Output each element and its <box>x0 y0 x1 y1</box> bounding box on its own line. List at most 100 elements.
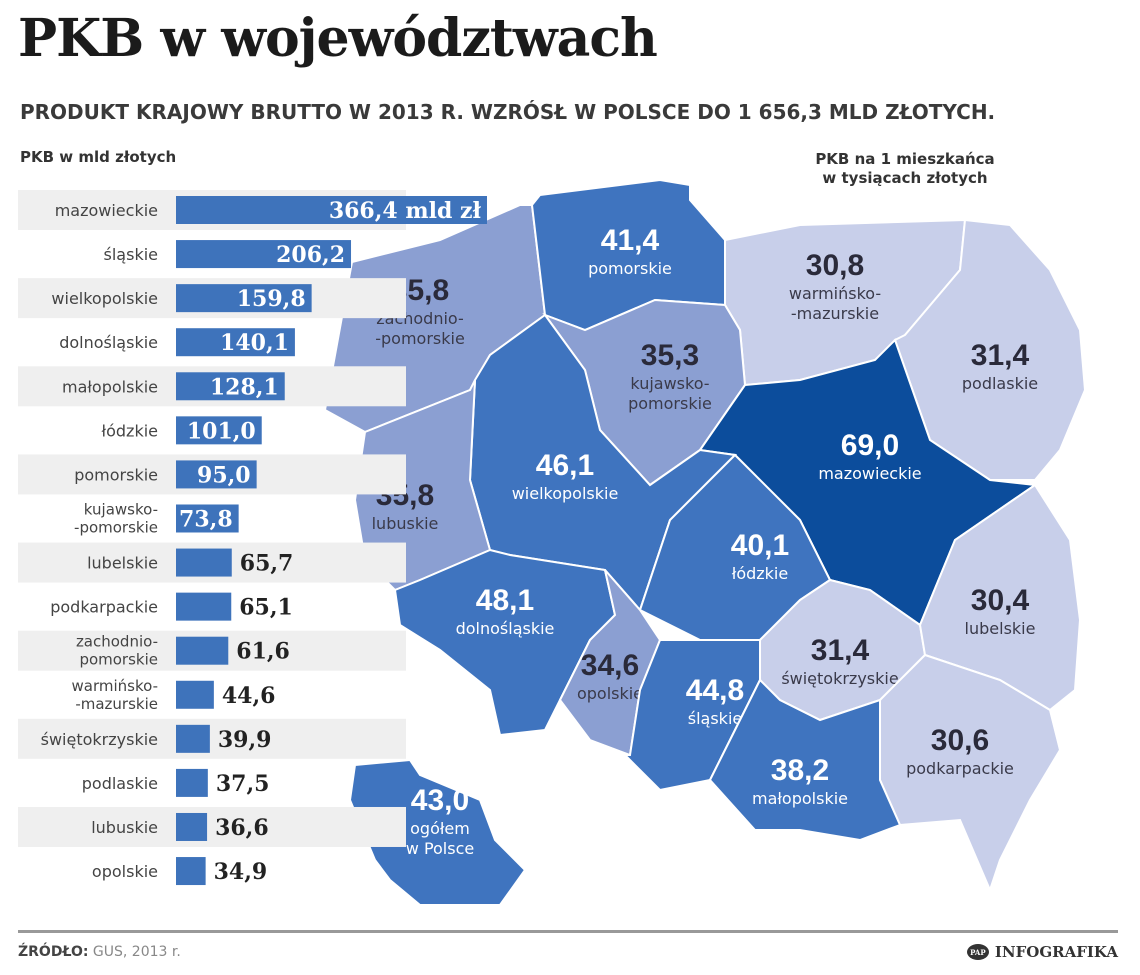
region-value: 43,0 <box>411 784 469 817</box>
bar-row-background <box>18 806 406 847</box>
map-region-16 <box>348 758 527 906</box>
bar-value-label-line: 39,9 <box>218 727 272 753</box>
source-label: ŹRÓDŁO: <box>18 944 89 960</box>
bar-value-label-line: 65,1 <box>239 595 293 621</box>
pap-logo-icon: PAP <box>966 944 989 960</box>
page-title: PKB w województwach <box>18 8 658 69</box>
bar-category-label-line: -mazurskie <box>75 695 158 713</box>
bar <box>176 812 208 841</box>
map-region-10 <box>558 569 662 757</box>
region-name-line: śląskie <box>688 709 742 728</box>
bar-value-label-line: 159,8 <box>237 286 306 312</box>
bar-category-label: dolnośląskie <box>59 333 158 352</box>
region-name: podlaskie <box>962 374 1038 393</box>
map-title: PKB na 1 mieszkańca w tysiącach złotych <box>815 150 995 187</box>
bar-category-label-line: lubelskie <box>87 554 158 573</box>
bar-category-label: warmińsko--mazurskie <box>72 677 158 713</box>
footer-divider <box>18 930 1118 933</box>
region-name-line: ogółem <box>410 819 470 838</box>
region-value-line: 40,1 <box>731 529 789 562</box>
region-name-line: kujawsko- <box>630 374 709 393</box>
bar-value-label: 36,6 <box>215 815 269 841</box>
bar-value-label: 65,1 <box>239 595 293 621</box>
bar <box>176 240 352 269</box>
region-value: 30,6 <box>931 724 989 757</box>
bar-value-label-line: 128,1 <box>210 374 279 400</box>
region-name: śląskie <box>688 709 742 728</box>
region-name-line: warmińsko- <box>789 284 881 303</box>
region-name: dolnośląskie <box>456 619 555 638</box>
bar-category-label-line: kujawsko- <box>84 500 158 518</box>
region-value-line: 31,4 <box>811 634 870 667</box>
region-value: 30,4 <box>971 584 1030 617</box>
region-name-line: łódzkie <box>732 564 788 583</box>
region-name-line: pomorskie <box>628 394 712 413</box>
bar-value-label: 95,0 <box>197 462 251 488</box>
region-value: 35,3 <box>641 339 699 372</box>
bar-row-background <box>18 718 406 759</box>
bar-category-label: świętokrzyskie <box>41 730 158 749</box>
region-name-line: lubuskie <box>372 514 439 533</box>
region-value: 38,2 <box>771 754 829 787</box>
region-value-line: 35,3 <box>641 339 699 372</box>
bar-category-label: zachodnio-pomorskie <box>76 633 158 669</box>
bar-category-label: lubuskie <box>91 818 158 837</box>
bar-value-label-line: 95,0 <box>197 462 251 488</box>
region-name-line: -mazurskie <box>791 304 879 323</box>
bar-category-label-line: wielkopolskie <box>51 289 158 308</box>
region-name-line: wielkopolskie <box>512 484 619 503</box>
region-value: 31,4 <box>971 339 1030 372</box>
bar <box>176 460 257 489</box>
region-name: wielkopolskie <box>512 484 619 503</box>
region-value-line: 43,0 <box>411 784 469 817</box>
bar-value-label: 37,5 <box>216 771 270 797</box>
bar-category-label: śląskie <box>104 245 158 264</box>
brand: PAP INFOGRAFIKA <box>966 943 1118 961</box>
bar-value-label: 159,8 <box>237 286 306 312</box>
bar-value-label: 101,0 <box>187 418 256 444</box>
bar-category-label-line: pomorskie <box>79 651 158 669</box>
bar <box>176 196 487 224</box>
bar-value-label-line: 34,9 <box>214 859 268 885</box>
bar-value-label: 73,8 <box>179 506 233 532</box>
region-name: lubuskie <box>372 514 439 533</box>
bar-category-label-line: mazowieckie <box>55 201 158 220</box>
bar <box>176 328 295 357</box>
brand-label: INFOGRAFIKA <box>994 943 1118 961</box>
bar <box>176 284 312 313</box>
region-value-line: 44,8 <box>686 674 744 707</box>
region-name: lubelskie <box>965 619 1036 638</box>
bar <box>176 548 232 577</box>
bar-value-label-line: 206,2 <box>276 242 345 268</box>
bar-category-label-line: dolnośląskie <box>59 333 158 352</box>
region-name-line: w Polsce <box>406 839 474 858</box>
bar-category-label: kujawsko--pomorskie <box>74 500 158 536</box>
bar-value-label-line: 101,0 <box>187 418 256 444</box>
region-value: 34,6 <box>581 649 639 682</box>
region-name: kujawsko-pomorskie <box>628 374 712 413</box>
bar-value-label: 61,6 <box>236 639 290 665</box>
region-value: 30,8 <box>806 249 864 282</box>
bar <box>176 592 232 621</box>
region-value: 31,4 <box>811 634 870 667</box>
bar-chart-title: PKB w mld złotych <box>20 148 177 166</box>
bar-category-label-line: podkarpackie <box>50 598 158 617</box>
bar-value-label-line: 73,8 <box>179 506 233 532</box>
region-name: opolskie <box>577 684 643 703</box>
region-value-line: 38,2 <box>771 754 829 787</box>
region-name-line: podkarpackie <box>906 759 1014 778</box>
region-name: mazowieckie <box>818 464 921 483</box>
bar-value-label-line: 140,1 <box>220 330 289 356</box>
region-name-line: podlaskie <box>962 374 1038 393</box>
region-name: pomorskie <box>588 259 672 278</box>
bar <box>176 504 239 533</box>
bar-value-label-line: 44,6 <box>222 683 276 709</box>
bar-value-label-line: 366,4 mld zł <box>329 198 482 224</box>
bar-category-label-line: śląskie <box>104 245 158 264</box>
region-name: łódzkie <box>732 564 788 583</box>
bar <box>176 372 285 401</box>
bar <box>176 724 210 753</box>
bar-category-label-line: opolskie <box>92 862 158 881</box>
